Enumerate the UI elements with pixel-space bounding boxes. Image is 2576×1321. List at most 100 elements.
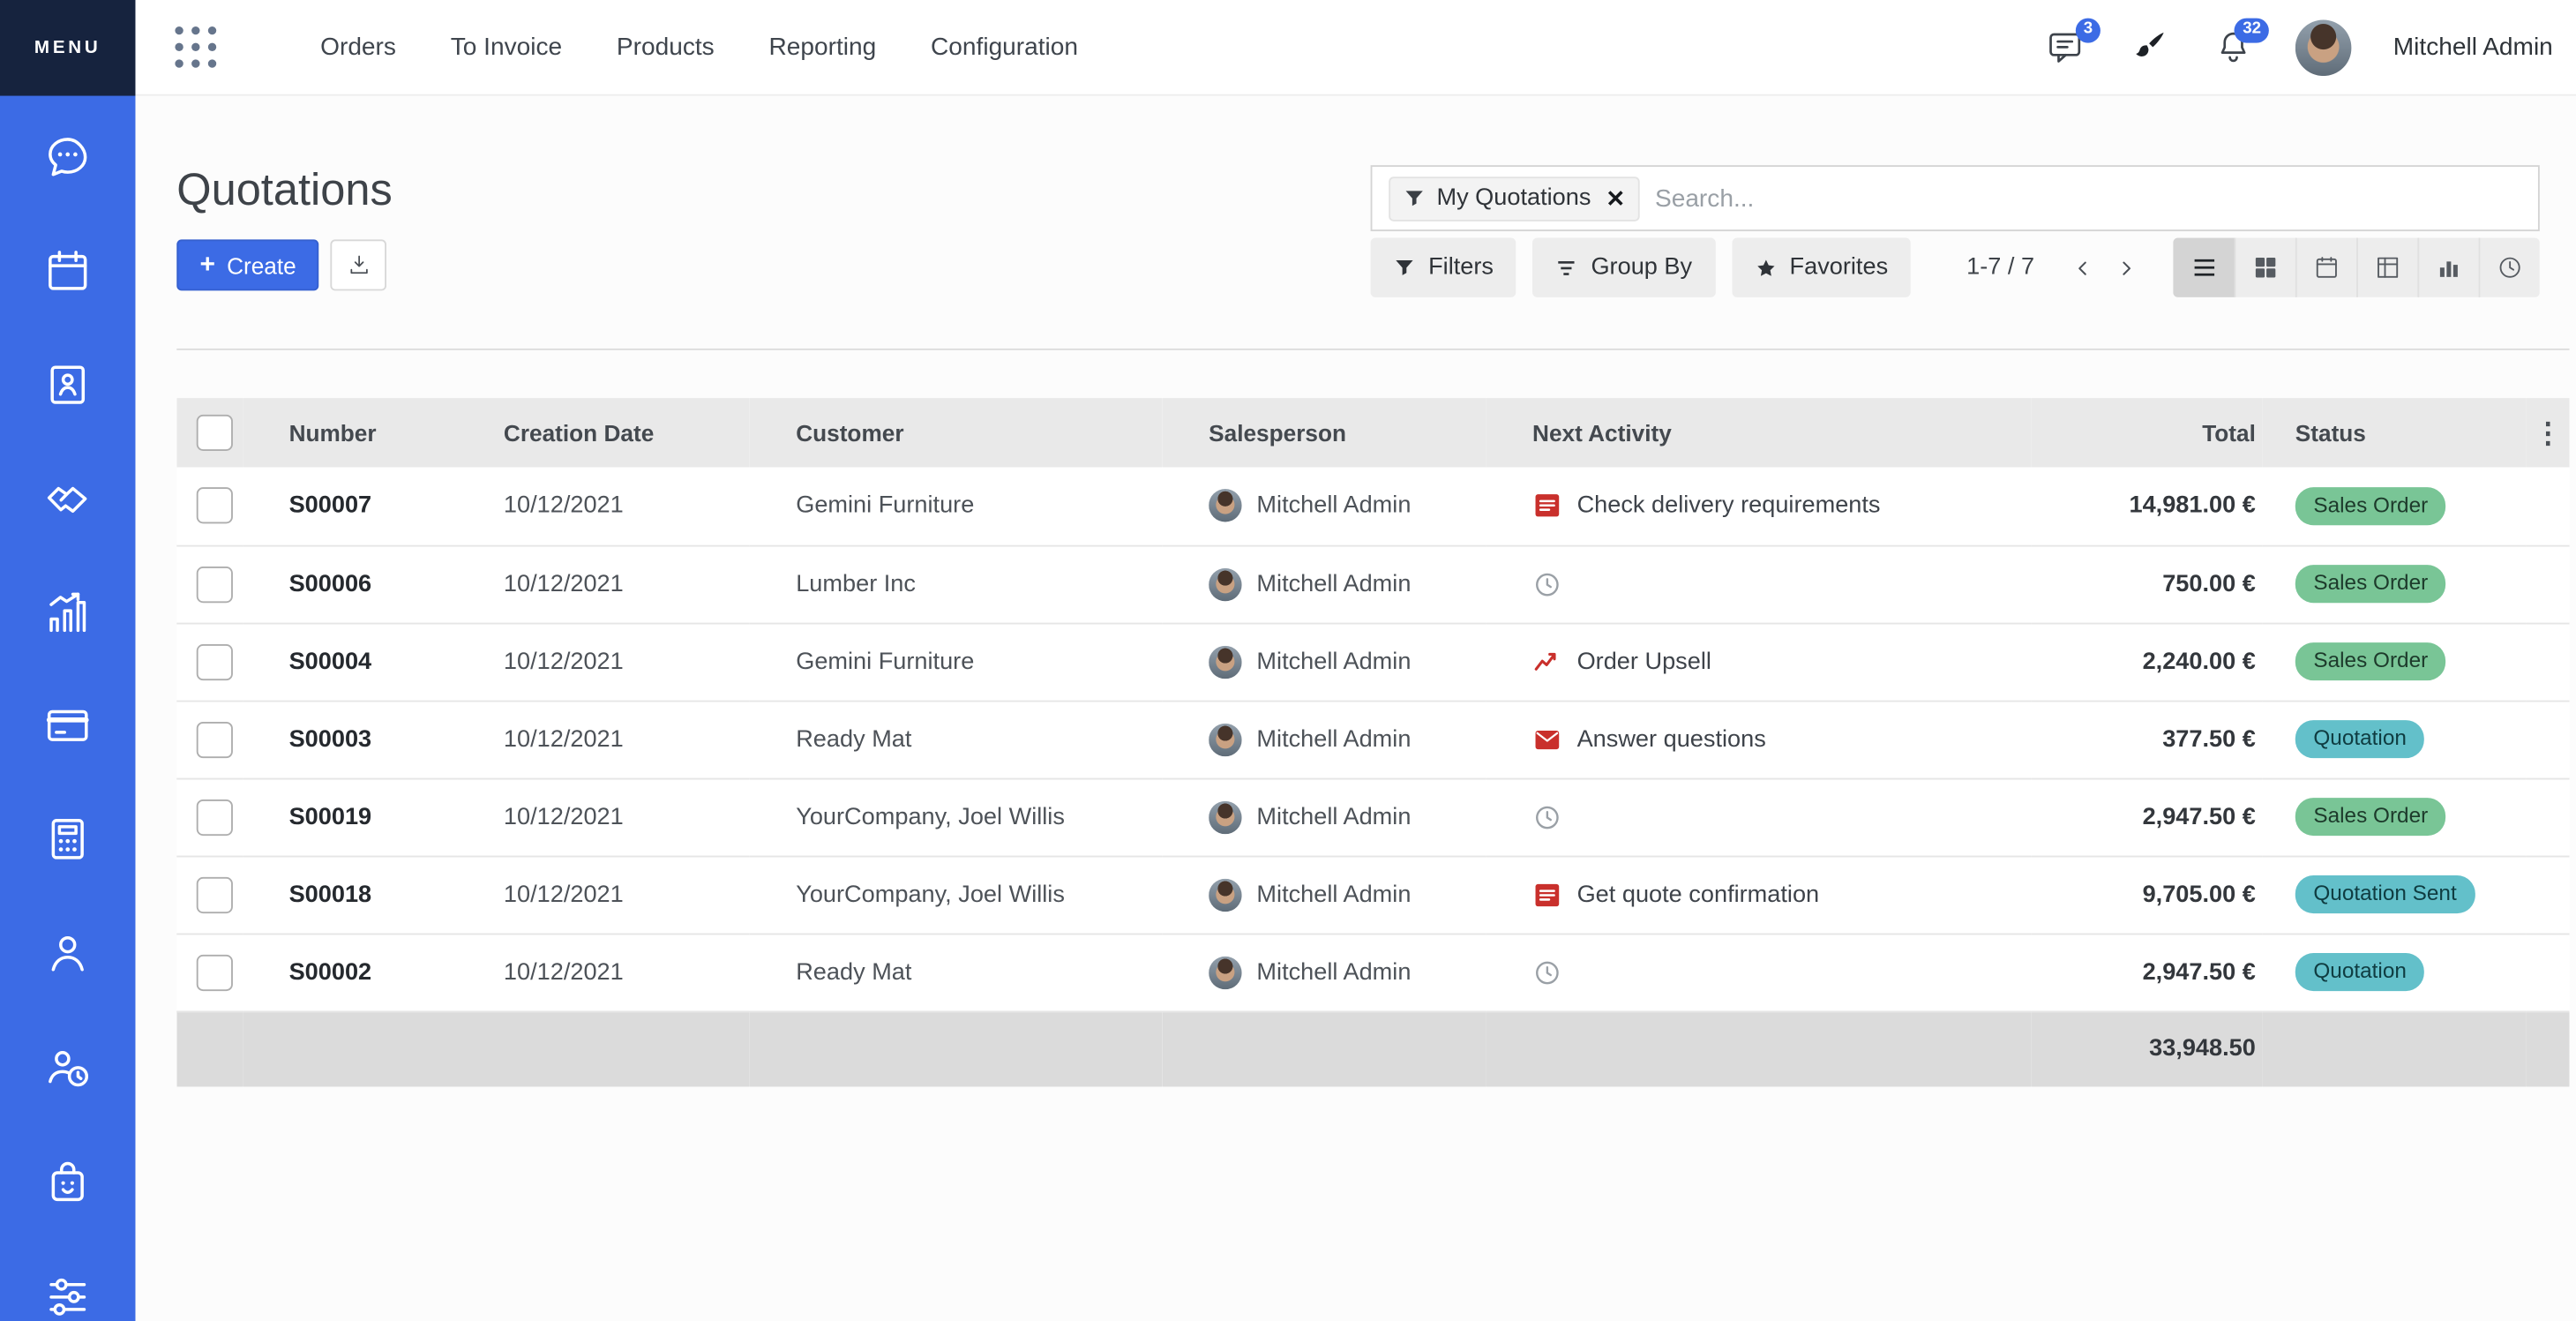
- salesperson-name: Mitchell Admin: [1256, 492, 1412, 520]
- activity-trend-chart-icon[interactable]: [1532, 647, 1562, 677]
- row-checkbox[interactable]: [196, 799, 233, 836]
- creation-date: 10/12/2021: [457, 700, 750, 779]
- sidebar-item-attendance[interactable]: [41, 1041, 94, 1094]
- activity-view-icon: [2497, 254, 2523, 281]
- notifications-badge: 32: [2234, 17, 2270, 42]
- table-row[interactable]: S00003 10/12/2021 Ready Mat Mitchell Adm…: [176, 700, 2570, 779]
- view-list-button[interactable]: [2173, 237, 2235, 297]
- chevron-right-icon: [2115, 257, 2136, 278]
- filters-label: Filters: [1428, 254, 1494, 281]
- favorites-button[interactable]: Favorites: [1732, 237, 1912, 297]
- credit-card-icon: [43, 702, 93, 751]
- search-input[interactable]: [1651, 182, 2522, 214]
- row-checkbox[interactable]: [196, 566, 233, 603]
- select-all-checkbox[interactable]: [196, 414, 233, 452]
- graph-view-icon: [2436, 254, 2462, 281]
- view-graph-button[interactable]: [2417, 237, 2479, 297]
- salesperson-name: Mitchell Admin: [1256, 958, 1412, 986]
- nav-orders[interactable]: Orders: [320, 33, 396, 62]
- nav-products[interactable]: Products: [616, 33, 715, 62]
- activity-clock-icon[interactable]: [1532, 802, 1562, 832]
- pager-next-button[interactable]: [2104, 246, 2147, 289]
- row-checkbox[interactable]: [196, 643, 233, 680]
- sidebar-item-settings[interactable]: [41, 1269, 94, 1321]
- customize-button[interactable]: [2127, 26, 2170, 69]
- activity-clock-icon[interactable]: [1532, 569, 1562, 599]
- total-amount: 2,947.50 €: [2031, 933, 2263, 1012]
- sidebar-item-contacts[interactable]: [41, 358, 94, 411]
- list-view-icon: [2190, 254, 2217, 281]
- table-row[interactable]: S00019 10/12/2021 YourCompany, Joel Will…: [176, 777, 2570, 857]
- header-creation-date[interactable]: Creation Date: [457, 398, 750, 468]
- table-row[interactable]: S00006 10/12/2021 Lumber Inc Mitchell Ad…: [176, 544, 2570, 624]
- facet-remove-icon[interactable]: ✕: [1606, 184, 1626, 211]
- sidebar-item-discuss[interactable]: [41, 131, 94, 184]
- view-calendar-button[interactable]: [2295, 237, 2357, 297]
- salesperson-avatar: [1209, 799, 1242, 834]
- row-checkbox[interactable]: [196, 487, 233, 524]
- user-avatar[interactable]: [2295, 19, 2352, 76]
- chevron-left-icon: [2071, 257, 2093, 278]
- notifications-button[interactable]: 32: [2212, 17, 2270, 69]
- customer-name: Gemini Furniture: [749, 467, 1163, 546]
- nav-to-invoice[interactable]: To Invoice: [450, 33, 563, 62]
- sidebar-item-accounting[interactable]: [41, 814, 94, 867]
- apps-grid-icon[interactable]: [172, 22, 221, 71]
- header-number[interactable]: Number: [243, 398, 458, 468]
- favorites-label: Favorites: [1789, 254, 1889, 281]
- row-checkbox[interactable]: [196, 875, 233, 913]
- sidebar-item-employees[interactable]: [41, 927, 94, 980]
- table-row[interactable]: S00007 10/12/2021 Gemini Furniture Mitch…: [176, 467, 2570, 546]
- sidebar-item-billing[interactable]: [41, 700, 94, 753]
- header-salesperson[interactable]: Salesperson: [1162, 398, 1486, 468]
- view-activity-button[interactable]: [2478, 237, 2540, 297]
- creation-date: 10/12/2021: [457, 777, 750, 857]
- control-panel-right: My Quotations ✕ Filters Group By: [1370, 165, 2540, 297]
- row-checkbox[interactable]: [196, 953, 233, 991]
- nav-reporting[interactable]: Reporting: [768, 33, 877, 62]
- filters-button[interactable]: Filters: [1370, 237, 1517, 297]
- sidebar-item-purchase[interactable]: [41, 1155, 94, 1208]
- control-panel-left: Quotations + Create: [176, 165, 1370, 291]
- search-box[interactable]: My Quotations ✕: [1370, 165, 2540, 232]
- creation-date: 10/12/2021: [457, 544, 750, 624]
- activity-label: Get quote confirmation: [1576, 881, 1820, 908]
- table-row[interactable]: S00002 10/12/2021 Ready Mat Mitchell Adm…: [176, 933, 2570, 1012]
- header-next-activity[interactable]: Next Activity: [1486, 398, 2032, 468]
- table-footer-row: 33,948.50: [176, 1010, 2570, 1087]
- menu-toggle[interactable]: MENU: [0, 0, 136, 96]
- topbar: Orders To Invoice Products Reporting Con…: [135, 0, 2576, 96]
- table-row[interactable]: S00018 10/12/2021 YourCompany, Joel Will…: [176, 855, 2570, 934]
- header-status[interactable]: Status: [2262, 398, 2527, 468]
- view-pivot-button[interactable]: [2356, 237, 2418, 297]
- quotations-table: Number Creation Date Customer Salesperso…: [176, 398, 2570, 1087]
- salesperson-name: Mitchell Admin: [1256, 803, 1412, 830]
- activity-list-icon[interactable]: [1532, 491, 1562, 521]
- export-button[interactable]: [331, 239, 387, 291]
- quotation-number: S00019: [243, 777, 458, 857]
- sidebar-item-calendar[interactable]: [41, 244, 94, 297]
- table-row[interactable]: S00004 10/12/2021 Gemini Furniture Mitch…: [176, 622, 2570, 702]
- header-customer[interactable]: Customer: [749, 398, 1163, 468]
- create-button[interactable]: + Create: [176, 239, 319, 291]
- group-by-icon: [1556, 257, 1577, 278]
- activity-envelope-icon[interactable]: [1532, 724, 1562, 754]
- activity-list-icon[interactable]: [1532, 880, 1562, 910]
- view-kanban-button[interactable]: [2234, 237, 2295, 297]
- row-checkbox[interactable]: [196, 721, 233, 758]
- salesperson-avatar: [1209, 877, 1242, 912]
- content: Quotations + Create: [135, 95, 2576, 1321]
- group-by-button[interactable]: Group By: [1532, 237, 1716, 297]
- activity-clock-icon[interactable]: [1532, 957, 1562, 987]
- salesperson-avatar: [1209, 567, 1242, 601]
- messages-button[interactable]: 3: [2043, 17, 2101, 69]
- sidebar-item-crm[interactable]: [41, 472, 94, 525]
- search-facet[interactable]: My Quotations ✕: [1389, 176, 1641, 221]
- sidebar-item-sales[interactable]: [41, 586, 94, 639]
- optional-columns-icon[interactable]: ⋮: [2534, 417, 2563, 449]
- header-total[interactable]: Total: [2031, 398, 2263, 468]
- pager-previous-button[interactable]: [2061, 246, 2104, 289]
- nav-configuration[interactable]: Configuration: [931, 33, 1079, 62]
- user-menu[interactable]: Mitchell Admin: [2393, 33, 2553, 62]
